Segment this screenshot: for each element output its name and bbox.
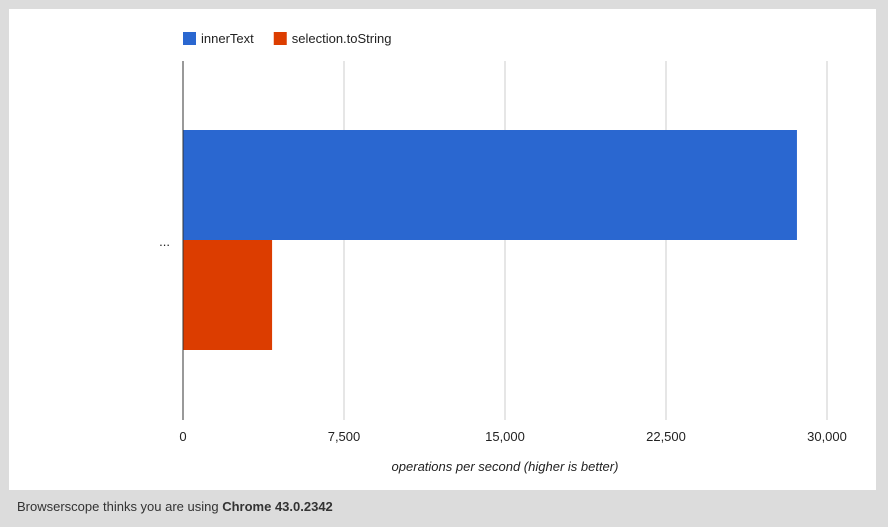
legend-label: innerText	[201, 31, 254, 46]
x-tick-label: 7,500	[328, 429, 361, 444]
gridlines	[343, 61, 828, 420]
legend[interactable]: innerText selection.toString	[183, 31, 391, 46]
x-tick-label: 15,000	[485, 429, 525, 444]
legend-item-selection-tostring[interactable]: selection.toString	[273, 31, 392, 46]
legend-label: selection.toString	[292, 31, 392, 46]
chart-frame	[9, 9, 876, 490]
footer: Browserscope thinks you are using Chrome…	[0, 490, 888, 527]
bar-selection-tostring[interactable]	[183, 240, 273, 350]
footer-browser: Chrome 43.0.2342	[222, 499, 333, 514]
x-tick-labels: 0 7,500 15,000 22,500 30,000	[179, 429, 847, 444]
x-tick-label: 0	[179, 429, 186, 444]
legend-item-innertext[interactable]: innerText	[183, 31, 254, 46]
bar-innertext[interactable]	[183, 130, 797, 240]
legend-swatch	[183, 32, 196, 45]
category-labels: ...	[159, 234, 170, 249]
x-tick-label: 22,500	[646, 429, 686, 444]
footer-prefix: Browserscope thinks you are using	[17, 499, 223, 514]
category-label: ...	[159, 234, 170, 249]
bars	[183, 130, 797, 350]
legend-swatch	[273, 32, 287, 45]
x-axis-label: operations per second (higher is better)	[392, 459, 619, 474]
x-tick-label: 30,000	[807, 429, 847, 444]
